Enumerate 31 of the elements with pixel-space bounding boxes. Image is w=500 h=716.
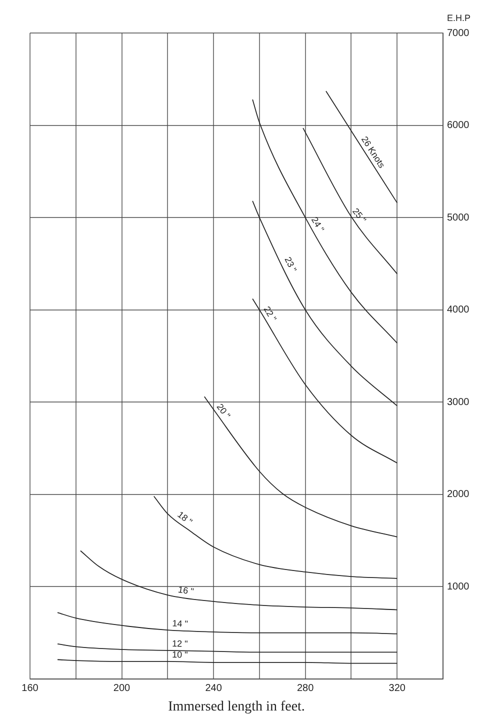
- text: 16 ": [177, 584, 194, 597]
- line-series: [57, 612, 398, 634]
- y-tick-label: 1000: [447, 581, 470, 592]
- line-series: [153, 496, 398, 579]
- text: 20 ": [214, 402, 232, 420]
- y-tick-label: 6000: [447, 120, 470, 132]
- x-tick-label: 160: [22, 682, 39, 694]
- text: 24 ": [309, 215, 326, 234]
- series-label: 12 ": [172, 638, 188, 649]
- text: 22 ": [262, 304, 278, 324]
- y-tick-label: 4000: [447, 304, 470, 316]
- y-axis-title: E.H.P: [447, 13, 471, 23]
- line-series: [204, 396, 398, 538]
- series-label: 14 ": [172, 618, 188, 629]
- x-tick-label: 200: [113, 682, 131, 694]
- line-series: [252, 298, 398, 464]
- text: 23 ": [282, 255, 299, 274]
- line-series: [252, 200, 398, 406]
- line-series: [80, 550, 398, 610]
- series-label: 10 ": [172, 650, 188, 660]
- y-tick-label: 2000: [447, 489, 470, 500]
- x-tick-label: 240: [205, 682, 222, 694]
- y-tick-label: 3000: [447, 396, 470, 408]
- y-tick-label: 7000: [447, 28, 470, 39]
- text: 18 ": [176, 509, 194, 527]
- x-axis-title: Immersed length in feet.: [168, 699, 305, 714]
- x-tick-label: 320: [388, 682, 406, 694]
- y-tick-label: 5000: [447, 212, 470, 224]
- text: 25 ": [350, 206, 368, 225]
- x-tick-label: 280: [296, 682, 314, 694]
- line-series: [252, 98, 398, 344]
